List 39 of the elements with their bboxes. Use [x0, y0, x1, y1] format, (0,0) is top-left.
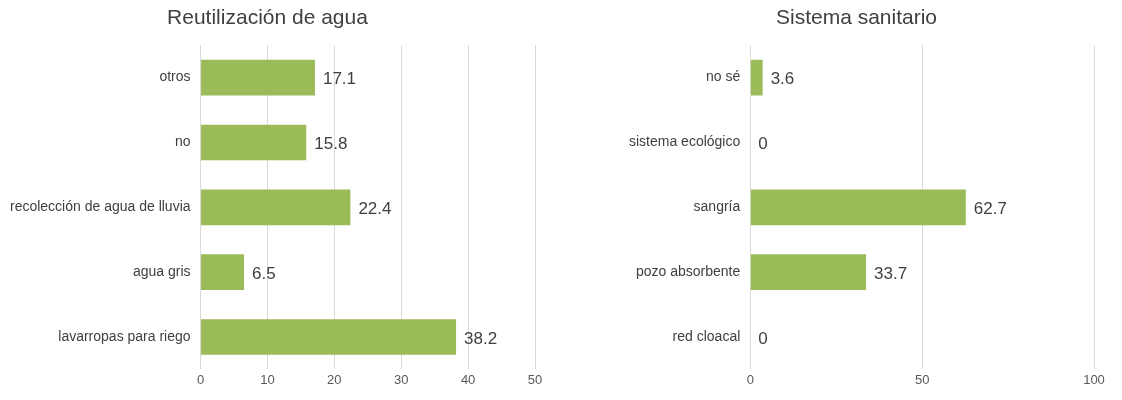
data-label: 38.2 [464, 328, 498, 348]
x-tick-label: 20 [327, 371, 342, 387]
chart-title: Sistema sanitario [775, 5, 938, 29]
y-tick-label: otros [159, 68, 191, 85]
x-tick-label: 50 [527, 371, 543, 387]
y-tick-label: pozo absorbente [635, 263, 741, 279]
x-tick-label: 50 [914, 371, 930, 387]
data-label: 15.8 [314, 134, 348, 154]
x-tick-label: 0 [196, 371, 205, 387]
data-label: 22.4 [358, 198, 392, 218]
bar [750, 254, 867, 290]
y-tick-label: red cloacal [672, 327, 741, 344]
data-label: 33.7 [874, 263, 908, 283]
x-tick-label: 40 [460, 371, 476, 387]
bar [201, 319, 457, 355]
bar [750, 59, 763, 96]
y-tick-label: sangría [693, 198, 741, 215]
bar [201, 59, 315, 96]
data-label: 17.1 [322, 69, 357, 89]
chart-title: Reutilización de agua [167, 5, 369, 29]
data-label: 0 [758, 134, 768, 154]
y-tick-label: lavarropas para riego [58, 327, 191, 344]
x-tick-label: 100 [1083, 371, 1105, 387]
y-tick-label: recolección de agua de lluvia [9, 198, 191, 215]
x-tick-label: 30 [393, 371, 409, 387]
data-label: 3.6 [770, 69, 795, 89]
data-label: 0 [758, 328, 768, 348]
data-label: 62.7 [973, 198, 1007, 218]
y-tick-label: sistema ecológico [628, 133, 741, 150]
bar [201, 189, 351, 226]
y-tick-label: no sé [706, 68, 741, 85]
bar [201, 124, 307, 161]
x-tick-label: 0 [746, 371, 754, 387]
bar [201, 254, 245, 290]
bar [750, 189, 966, 226]
y-tick-label: agua gris [132, 263, 191, 279]
data-label: 6.5 [252, 263, 276, 283]
y-tick-label: no [174, 133, 191, 150]
x-tick-label: 10 [260, 371, 275, 387]
